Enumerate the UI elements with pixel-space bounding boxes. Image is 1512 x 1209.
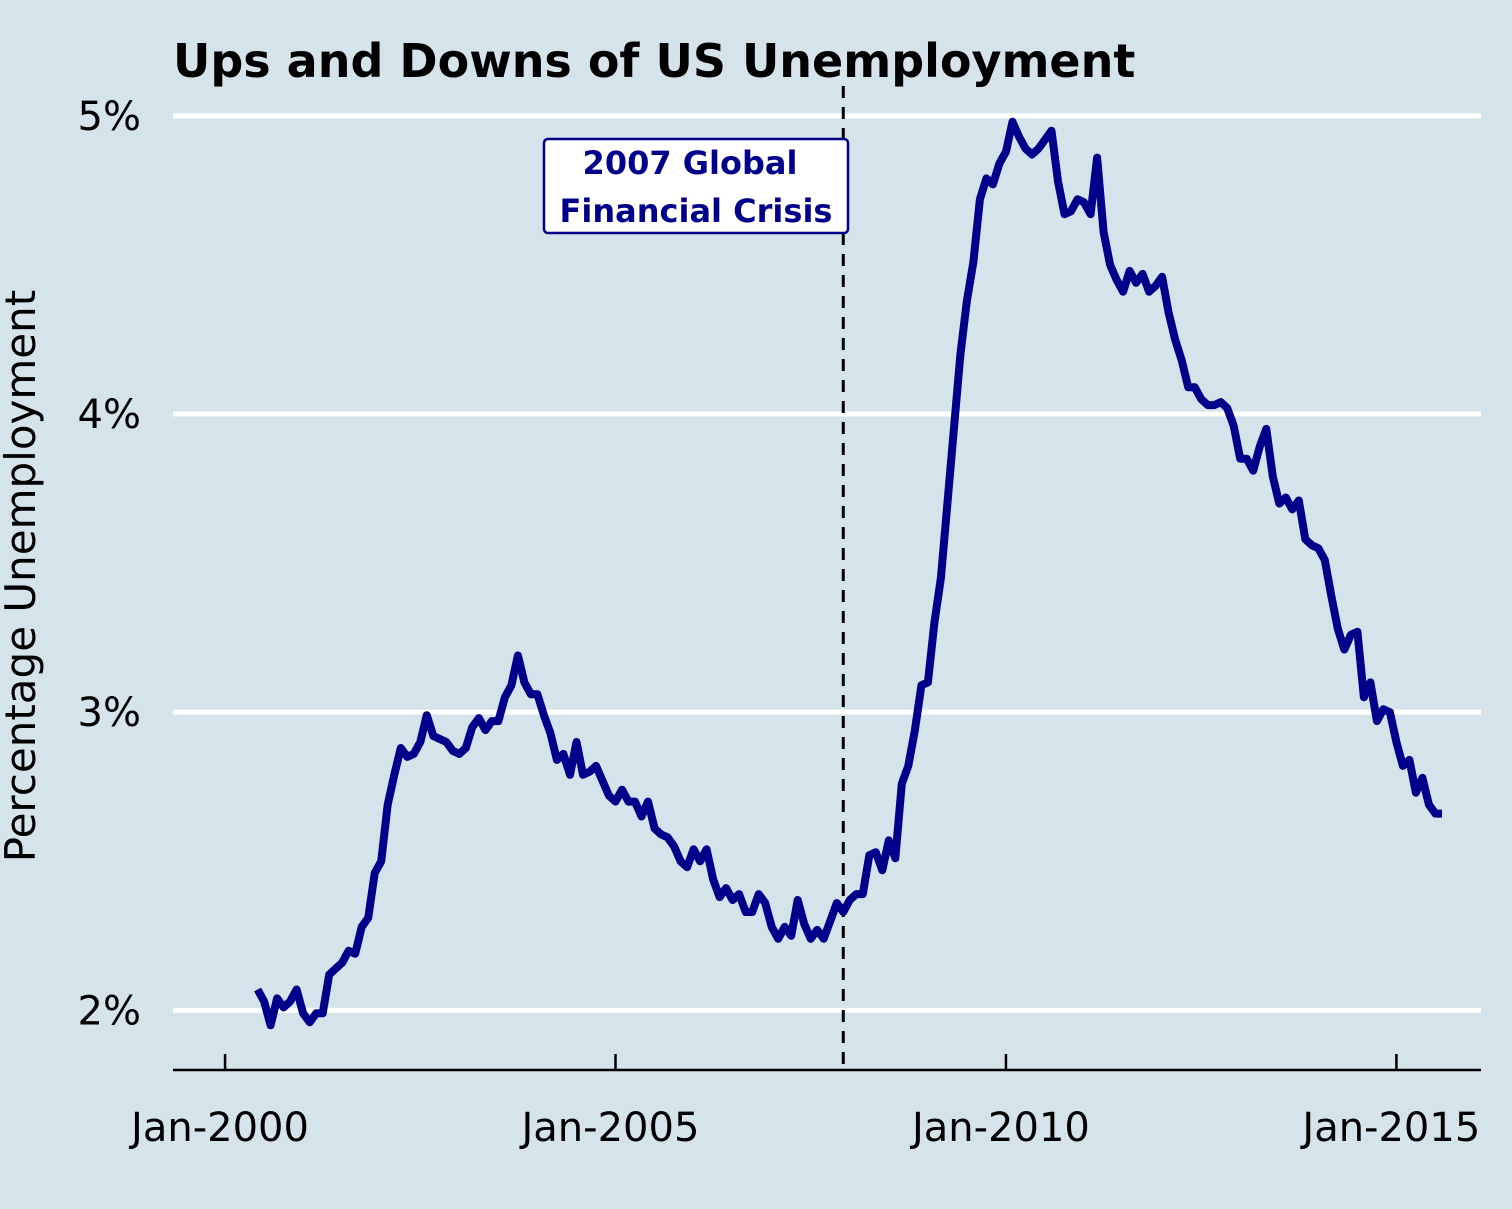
y-tick-label: 3% <box>78 690 141 736</box>
chart-title: Ups and Downs of US Unemployment <box>173 34 1135 88</box>
gridlines <box>173 113 1481 1013</box>
x-axis-ticks: Jan-2000 Jan-2005 Jan-2010 Jan-2015 <box>128 1054 1480 1151</box>
annotation-line-2: Financial Crisis <box>560 192 833 230</box>
annotation-frame <box>542 137 850 235</box>
x-tick-label: Jan-2005 <box>519 1105 700 1151</box>
series-line <box>254 117 1442 1030</box>
y-tick-label: 5% <box>78 94 141 140</box>
x-tick-label: Jan-2000 <box>128 1105 309 1151</box>
y-axis-label: Percentage Unemployment <box>0 290 45 862</box>
x-tick-label: Jan-2010 <box>909 1105 1090 1151</box>
y-tick-label: 2% <box>78 988 141 1034</box>
y-axis-ticks: 2% 3% 4% 5% <box>78 94 141 1035</box>
x-tick-label: Jan-2015 <box>1299 1105 1480 1151</box>
annotation-box: 2007 Global Financial Crisis <box>542 137 850 235</box>
annotation-line-1: 2007 Global <box>583 144 798 182</box>
y-tick-label: 4% <box>78 392 141 438</box>
